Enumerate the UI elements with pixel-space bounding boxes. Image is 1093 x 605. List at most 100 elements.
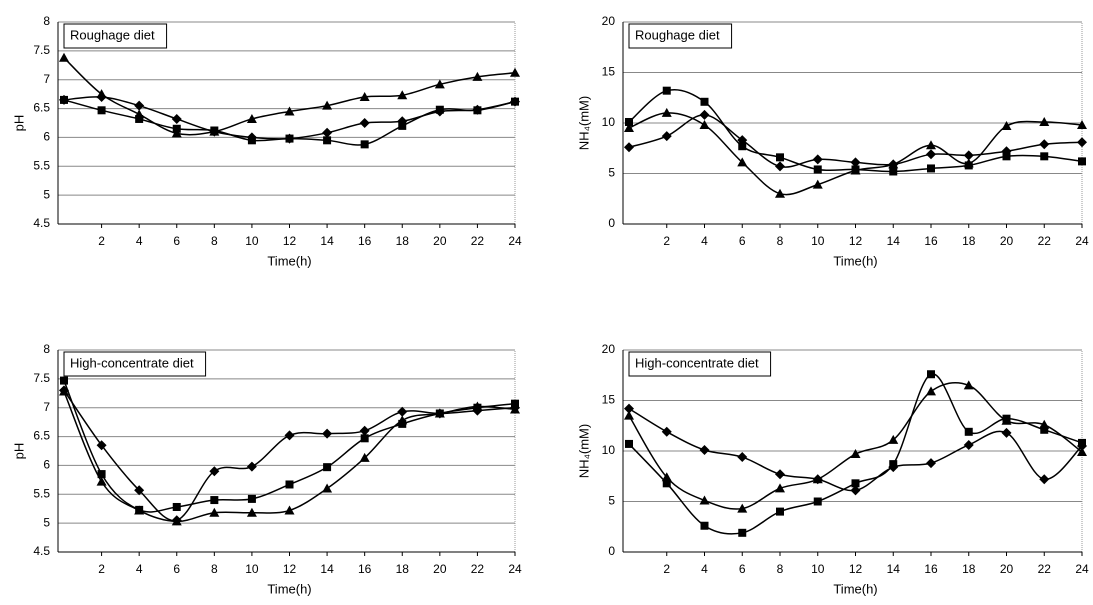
marker-square [1078,157,1086,166]
x-tick-label: 22 [471,234,485,248]
marker-square [889,167,898,176]
y-axis-label: NH₄(mM) [576,424,591,478]
marker-diamond [850,485,861,496]
marker-triangle [59,386,69,396]
x-tick-label: 12 [849,234,863,248]
marker-square [662,86,671,95]
y-tick-label: 7 [43,72,50,86]
x-tick-label: 2 [663,234,670,248]
x-tick-label: 6 [173,234,180,248]
x-tick-label: 8 [211,234,218,248]
marker-diamond [926,149,936,160]
x-tick-label: 18 [396,562,410,576]
marker-diamond [775,161,785,172]
marker-triangle [737,157,748,167]
marker-square [927,370,935,379]
marker-diamond [699,444,710,455]
y-tick-label: 5 [43,515,50,529]
marker-triangle [1077,120,1087,130]
marker-diamond [963,150,974,161]
x-tick-label: 12 [849,562,863,576]
y-tick-label: 7 [43,400,50,414]
marker-triangle [359,452,370,462]
marker-diamond [359,425,370,436]
marker-square [360,434,369,443]
x-tick-label: 18 [962,234,976,248]
marker-triangle [775,483,785,493]
marker-diamond [737,452,748,463]
marker-triangle [59,52,69,62]
y-tick-label: 10 [602,115,616,129]
x-tick-label: 20 [433,562,447,576]
marker-triangle [434,79,445,89]
marker-triangle [1077,447,1087,457]
marker-square [662,479,671,488]
marker-square [625,117,633,126]
marker-triangle [888,434,899,444]
marker-triangle [926,140,936,150]
marker-triangle [812,179,823,189]
y-tick-label: 0 [608,216,615,230]
marker-triangle [624,410,634,420]
marker-square [398,121,407,130]
marker-triangle [322,100,333,110]
marker-diamond [96,440,107,451]
marker-triangle [737,503,748,513]
marker-diamond [775,469,785,480]
marker-diamond [1001,427,1012,438]
x-tick-label: 20 [1000,562,1014,576]
marker-triangle [284,505,295,515]
marker-square [625,439,633,448]
marker-square [1040,152,1049,161]
marker-diamond [322,428,333,439]
marker-square [247,494,256,503]
marker-triangle [926,386,936,396]
marker-square [511,97,519,106]
marker-triangle [246,507,257,517]
y-tick-label: 15 [602,65,616,79]
marker-triangle [359,92,370,102]
marker-diamond [209,466,220,477]
marker-triangle [472,71,483,81]
y-axis-label: pH [11,115,26,132]
marker-square [813,165,822,174]
x-tick-label: 6 [173,562,180,576]
x-tick-label: 20 [1000,234,1014,248]
marker-square [360,140,369,149]
marker-diamond [322,127,333,138]
marker-triangle [963,158,974,168]
x-tick-label: 24 [1075,234,1089,248]
marker-triangle [397,415,408,425]
marker-triangle [284,106,295,116]
marker-triangle [1039,419,1050,429]
marker-square [700,521,709,530]
marker-square [1040,425,1049,434]
marker-square [738,142,747,151]
x-tick-label: 14 [320,562,334,576]
x-axis-label: Time(h) [833,253,877,268]
y-tick-label: 0 [608,544,615,558]
marker-triangle [699,495,710,505]
y-tick-label: 20 [602,342,616,356]
marker-square [473,106,482,115]
annotation: High-concentrate diet [635,355,759,370]
annotation-box [628,351,772,377]
y-tick-label: 7.5 [33,371,50,385]
marker-triangle [209,126,220,136]
y-tick-label: 15 [602,393,616,407]
marker-triangle [888,159,899,169]
x-tick-label: 2 [663,562,670,576]
marker-triangle [134,505,145,515]
marker-square [97,106,106,115]
marker-triangle [96,89,107,99]
x-tick-label: 6 [739,234,746,248]
plot-area [57,21,516,225]
marker-square [135,114,144,123]
y-tick-label: 8 [43,342,50,356]
marker-triangle [812,474,823,484]
x-tick-label: 14 [320,234,334,248]
marker-square [247,136,256,145]
marker-triangle [1001,121,1012,131]
x-tick-label: 12 [283,234,297,248]
marker-square [435,105,444,114]
